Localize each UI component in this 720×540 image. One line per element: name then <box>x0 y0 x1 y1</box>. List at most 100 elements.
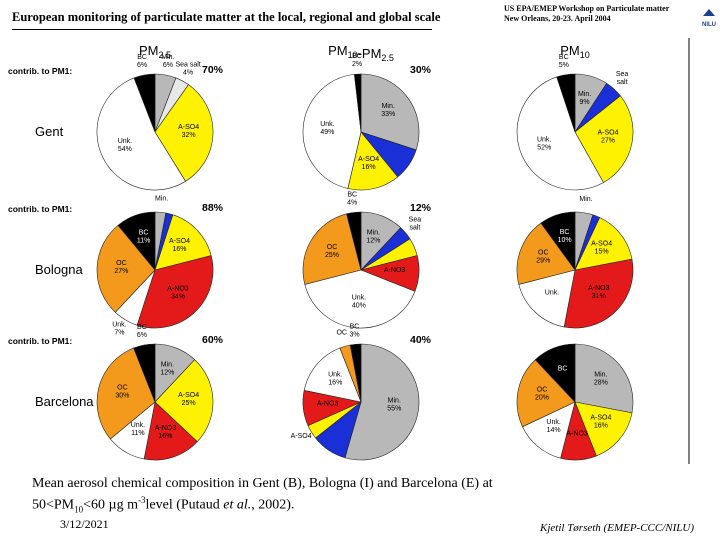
slice-label: Min. 33% <box>381 103 395 118</box>
slice-label: BC 11% <box>137 229 151 244</box>
caption-ref-end: , 2002). <box>251 497 295 513</box>
slice-label: Unk. 14% <box>546 419 560 434</box>
slice-label: OC 30% <box>115 385 129 400</box>
logo-text: NILU <box>702 22 716 28</box>
pie-slice-unk- <box>518 269 576 328</box>
slice-label: Sea salt 4% <box>175 61 200 76</box>
pie-slice-unk- <box>304 269 416 329</box>
slice-label: A-SO4 32% <box>178 124 199 139</box>
pie-slice-bc <box>556 73 576 133</box>
slice-label: BC 6% <box>137 324 147 339</box>
header-divider <box>12 29 432 30</box>
site-label: Gent <box>35 124 64 139</box>
slice-label: OC 29% <box>536 250 550 265</box>
pie-slice-a-so4 <box>154 359 214 443</box>
slice-label: BC 6% <box>137 54 147 69</box>
pie-slice-unk- <box>522 401 576 459</box>
footer-author: Kjetil Tørseth (EMEP-CCC/NILU) <box>540 522 694 534</box>
pie-slice-a-so4 <box>154 84 214 182</box>
slice-label: A-SO4 16% <box>590 414 611 429</box>
row-barcelona: contrib. to PM1: 60% 40% Barcelona Min. 12% A-… <box>8 323 634 461</box>
slice-label: BC 2% <box>352 53 362 68</box>
pie-slice-oc <box>96 224 156 313</box>
caption-pm-prefix: 50<PM <box>32 497 75 513</box>
figure-caption: Mean aerosol chemical composition in Gen… <box>32 475 602 518</box>
slice-label: A-NO3 <box>317 401 339 408</box>
slice-label: Sea salt <box>616 71 629 86</box>
pie-slice-a-no3 <box>563 258 634 329</box>
contrib-value-2: 30% <box>410 64 432 76</box>
contrib-label: contrib. to PM1: <box>8 336 72 346</box>
caption-line-1: Mean aerosol chemical composition in Gen… <box>32 476 493 491</box>
slice-label: BC 4% <box>347 192 357 207</box>
pie-3: Min. 9% Sea salt A-SO4 27% Unk. 52% BC 5% <box>516 54 634 191</box>
slice-label: A-NO3 <box>566 431 588 438</box>
caption-exponent: -3 <box>138 495 146 505</box>
header-title: European monitoring of particulate matte… <box>12 10 441 24</box>
slice-label: Unk. 16% <box>328 371 342 386</box>
column-header-3: PM10 <box>560 43 590 60</box>
pie-slice-a-so4 <box>574 217 633 271</box>
pie-slice-unk- <box>302 74 362 189</box>
pie-2: Min. 12% Sea salt A-NO3 Unk. 40% OC 25% BC 4% <box>302 192 421 329</box>
slice-label: Unk. 49% <box>320 121 334 136</box>
slice-label: Min. <box>579 196 592 203</box>
slice-label: Min. 55% <box>387 398 401 413</box>
slice-label: Min. 12% <box>160 362 174 377</box>
slice-label: A-SO4 16% <box>358 156 379 171</box>
pie-chart-figure: PM2.5 PM10-PM2.5 PM10 contrib. to PM1: 70% 3… <box>5 38 691 464</box>
nilu-logo: NILU <box>700 6 718 30</box>
column-header-2: PM10-PM2.5 <box>328 43 394 63</box>
contrib-value-1: 60% <box>202 334 224 346</box>
slice-label: Unk. <box>545 290 559 297</box>
pie-slice-bc <box>117 211 156 271</box>
column-header-1: PM2.5 <box>139 43 171 60</box>
pie-rows: contrib. to PM1: 70% 30% Gent Min. 6% Sea salt… <box>8 53 634 461</box>
workshop-info: US EPA/EMEP Workshop on Particulate matt… <box>504 4 669 24</box>
contrib-value-2: 12% <box>410 202 432 214</box>
contrib-value-1: 88% <box>202 202 224 214</box>
pie-1: Min. A-SO4 16% A-NO3 34% Unk. 7% OC 27% BC 11% <box>96 195 214 336</box>
slice-label: Unk. 52% <box>537 137 551 152</box>
contrib-label: contrib. to PM1: <box>8 66 72 76</box>
pie-slice-bc <box>354 73 362 133</box>
slice-label: Min. 9% <box>578 91 591 106</box>
slice-label: A-SO4 <box>291 433 312 440</box>
slice-label: A-SO4 15% <box>591 240 612 255</box>
slice-label: A-SO4 27% <box>597 129 618 144</box>
slice-label: Min. 6% <box>161 54 174 69</box>
logo-mark-icon <box>703 9 715 16</box>
pie-slice-oc <box>96 347 156 440</box>
site-label: Barcelona <box>35 394 94 409</box>
pie-slice-oc <box>516 359 576 428</box>
pie-slice-unk- <box>516 76 604 191</box>
pie-slice-a-no3 <box>136 255 214 329</box>
pie-slice-bc <box>133 73 156 133</box>
pie-slice-bc <box>346 211 362 271</box>
footer-date: 3/12/2021 <box>60 517 109 531</box>
slice-label: BC 3% <box>349 323 359 338</box>
slice-label: A-NO3 31% <box>588 285 610 300</box>
pie-slice-a-no3 <box>143 401 198 461</box>
slice-label: Min. <box>155 195 168 202</box>
pie-slice-a-so4 <box>574 401 633 457</box>
pie-1: Min. 12% A-SO4 25% A-NO3 16% Unk. 11% OC 30% BC 6% <box>96 324 214 461</box>
row-gent: contrib. to PM1: 70% 30% Gent Min. 6% Sea salt… <box>8 53 634 191</box>
contrib-value-2: 40% <box>410 334 432 346</box>
column-headers: PM2.5 PM10-PM2.5 PM10 <box>139 43 590 63</box>
pie-slice-a-so4 <box>154 214 212 271</box>
slice-label: A-NO3 34% <box>167 286 189 301</box>
slice-label: OC 27% <box>114 260 128 275</box>
slice-label: BC 5% <box>559 54 569 69</box>
workshop-line-1: US EPA/EMEP Workshop on Particulate matt… <box>504 4 670 13</box>
pie-slice-min- <box>574 343 634 414</box>
site-label: Bologna <box>35 262 83 277</box>
pie-3: Min. 28% A-SO4 16%A-NO3 Unk. 14% OC 20% BC <box>516 343 634 461</box>
caption-level: level (Putaud <box>145 497 224 513</box>
pie-slice-oc <box>516 222 576 285</box>
pie-slice-bc <box>534 343 576 403</box>
slice-label: A-NO3 16% <box>155 425 177 440</box>
pie-slice-unk- <box>303 347 362 403</box>
slice-label: A-SO4 25% <box>178 392 199 407</box>
